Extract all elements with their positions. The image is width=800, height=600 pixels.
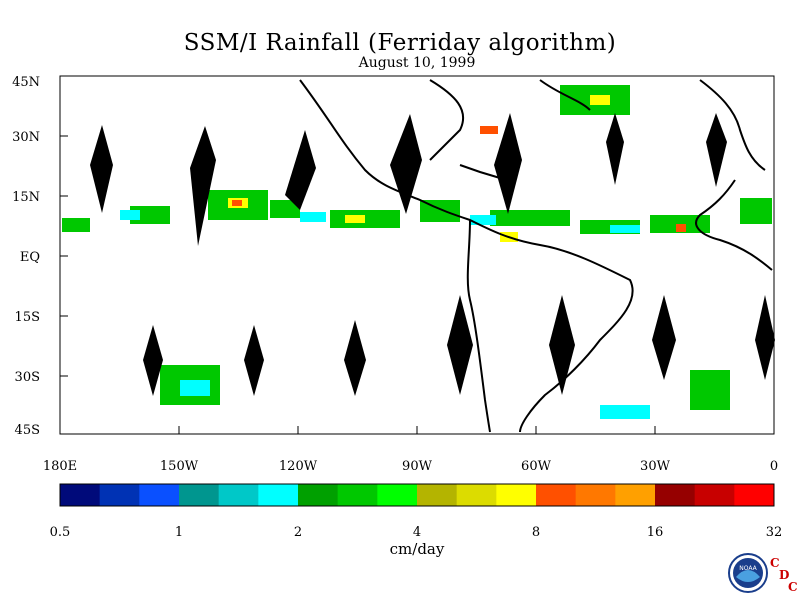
color-swatch bbox=[337, 484, 378, 506]
scale-tick-label: 2 bbox=[294, 525, 302, 540]
color-swatch bbox=[575, 484, 616, 506]
lon-label: 0 bbox=[770, 459, 778, 474]
lon-label: 30W bbox=[640, 459, 671, 474]
scale-tick-label: 0.5 bbox=[50, 525, 71, 540]
color-swatch bbox=[456, 484, 497, 506]
scale-tick-label: 1 bbox=[175, 525, 183, 540]
scale-tick-label: 4 bbox=[413, 525, 421, 540]
color-scale-bar bbox=[59, 483, 775, 507]
lon-label: 120W bbox=[279, 459, 318, 474]
cdc-letter: C bbox=[788, 580, 798, 594]
color-swatch bbox=[99, 484, 140, 506]
color-swatch bbox=[377, 484, 418, 506]
color-swatch bbox=[734, 484, 775, 506]
color-swatch bbox=[536, 484, 577, 506]
color-swatch bbox=[417, 484, 458, 506]
color-swatch bbox=[179, 484, 220, 506]
noaa-logo-icon: NOAA bbox=[728, 553, 768, 593]
scale-tick-label: 16 bbox=[647, 525, 664, 540]
axis-ticks bbox=[59, 75, 775, 435]
lat-label: 30S bbox=[15, 370, 40, 385]
longitude-labels: 180E 150W 120W 90W 60W 30W 0 bbox=[43, 459, 778, 474]
lat-label: 15S bbox=[15, 310, 40, 325]
scale-tick-label: 32 bbox=[766, 525, 783, 540]
color-swatch bbox=[615, 484, 656, 506]
color-swatch bbox=[258, 484, 299, 506]
rainfall-bands bbox=[62, 85, 772, 419]
latitude-labels: 45N 30N 15N EQ 15S 30S 45S bbox=[12, 75, 40, 438]
lon-label: 90W bbox=[402, 459, 433, 474]
color-scale-ticks: 0.5 1 2 4 8 16 32 bbox=[50, 525, 783, 540]
color-scale-unit: cm/day bbox=[389, 540, 445, 558]
lat-label: 45N bbox=[12, 75, 40, 90]
cdc-letter: D bbox=[779, 568, 790, 582]
color-swatch bbox=[60, 484, 101, 506]
color-swatch bbox=[655, 484, 696, 506]
map-date: August 10, 1999 bbox=[358, 55, 476, 71]
color-bar-border bbox=[59, 483, 775, 507]
lon-label: 180E bbox=[43, 459, 77, 474]
scale-tick-label: 8 bbox=[532, 525, 540, 540]
map-title: SSM/I Rainfall (Ferriday algorithm) bbox=[183, 30, 617, 56]
color-swatch bbox=[298, 484, 339, 506]
color-swatch bbox=[694, 484, 735, 506]
noaa-logo-text: NOAA bbox=[739, 565, 757, 572]
color-swatch bbox=[139, 484, 180, 506]
color-swatch bbox=[496, 484, 537, 506]
lat-label: 45S bbox=[15, 423, 40, 438]
lon-label: 60W bbox=[521, 459, 552, 474]
cdc-letter: C bbox=[770, 556, 780, 570]
lat-label: 30N bbox=[12, 130, 40, 145]
lon-label: 150W bbox=[160, 459, 199, 474]
data-gaps bbox=[90, 113, 775, 396]
lat-label: 15N bbox=[12, 190, 40, 205]
lat-label: EQ bbox=[20, 250, 40, 265]
color-swatch bbox=[218, 484, 259, 506]
coastlines bbox=[299, 79, 773, 433]
